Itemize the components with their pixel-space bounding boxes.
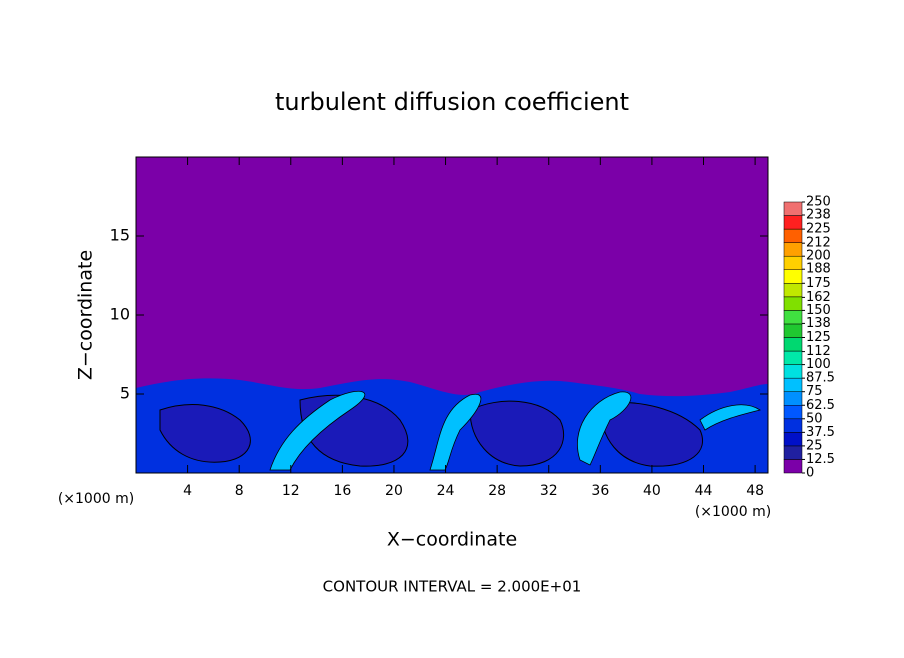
x-tick-label: 44 [695, 483, 713, 499]
colorbar-tick-label: 138 [806, 316, 831, 331]
colorbar-band [783, 432, 803, 447]
colorbar-band [783, 377, 803, 392]
x-tick-label: 28 [488, 483, 506, 499]
x-axis-label: X−coordinate [387, 529, 517, 551]
chart-title: turbulent diffusion coefficient [275, 88, 629, 116]
colorbar-tick-label: 150 [806, 303, 831, 318]
colorbar-band [783, 296, 803, 311]
colorbar-tick-label: 212 [806, 236, 831, 251]
colorbar-band [783, 445, 803, 460]
contour [269, 390, 761, 471]
colorbar-tick-label: 162 [806, 290, 831, 305]
field [136, 157, 768, 473]
colorbar-tick-label: 25 [806, 438, 823, 453]
colorbar-band [783, 391, 803, 406]
colorbar-band [783, 459, 803, 474]
colorbar-band [783, 310, 803, 325]
colorbar-tick-label: 0 [806, 466, 814, 481]
y-axis-label: Z−coordinate [75, 250, 97, 380]
colorbar-tick-label: 125 [806, 330, 831, 345]
x-tick-label: 4 [183, 483, 192, 499]
colorbar-tick-label: 250 [806, 195, 831, 210]
x-tick-label: 40 [643, 483, 661, 499]
x-unit-label: (×1000 m) [695, 504, 771, 520]
x-tick-label: 16 [333, 483, 351, 499]
y-tick-label: 15 [110, 226, 130, 245]
colorbar-band [783, 337, 803, 352]
colorbar-tick-label: 100 [806, 357, 831, 372]
x-tick-label: 36 [591, 483, 609, 499]
x-tick-label: 12 [282, 483, 300, 499]
colorbar-tick-label: 50 [806, 411, 823, 426]
colorbar-tick-label: 200 [806, 249, 831, 264]
y-tick-label: 5 [120, 384, 130, 403]
colorbar-tick-label: 112 [806, 344, 831, 359]
colorbar-band [783, 405, 803, 420]
colorbar-band [783, 350, 803, 365]
colorbar-band [783, 283, 803, 298]
x-tick-label: 20 [385, 483, 403, 499]
footnote: CONTOUR INTERVAL = 2.000E+01 [323, 578, 582, 596]
colorbar-band [783, 215, 803, 230]
colorbar-tick-label: 87.5 [806, 371, 835, 386]
colorbar-tick-label: 175 [806, 276, 831, 291]
colorbar-band [783, 242, 803, 257]
colorbar-band [783, 364, 803, 379]
contour [159, 394, 703, 467]
colorbar-tick-label: 12.5 [806, 452, 835, 467]
colorbar-band [783, 201, 803, 216]
colorbar-tick-label: 238 [806, 208, 831, 223]
colorbar-tick-label: 188 [806, 262, 831, 277]
colorbar-band [783, 323, 803, 338]
colorbar-tick-label: 75 [806, 384, 823, 399]
x-tick-label: 8 [235, 483, 244, 499]
y-tick-label: 10 [110, 305, 130, 324]
x-tick-label: 48 [746, 483, 764, 499]
colorbar-tick-label: 225 [806, 222, 831, 237]
colorbar-band [783, 418, 803, 433]
colorbar-band [783, 269, 803, 284]
x-tick-label: 24 [437, 483, 455, 499]
colorbar-band [783, 228, 803, 243]
x-unit-label: (×1000 m) [58, 491, 134, 507]
x-tick-label: 32 [540, 483, 558, 499]
colorbar-tick-label: 37.5 [806, 425, 835, 440]
colorbar-tick-label: 62.5 [806, 398, 835, 413]
colorbar-band [783, 255, 803, 271]
